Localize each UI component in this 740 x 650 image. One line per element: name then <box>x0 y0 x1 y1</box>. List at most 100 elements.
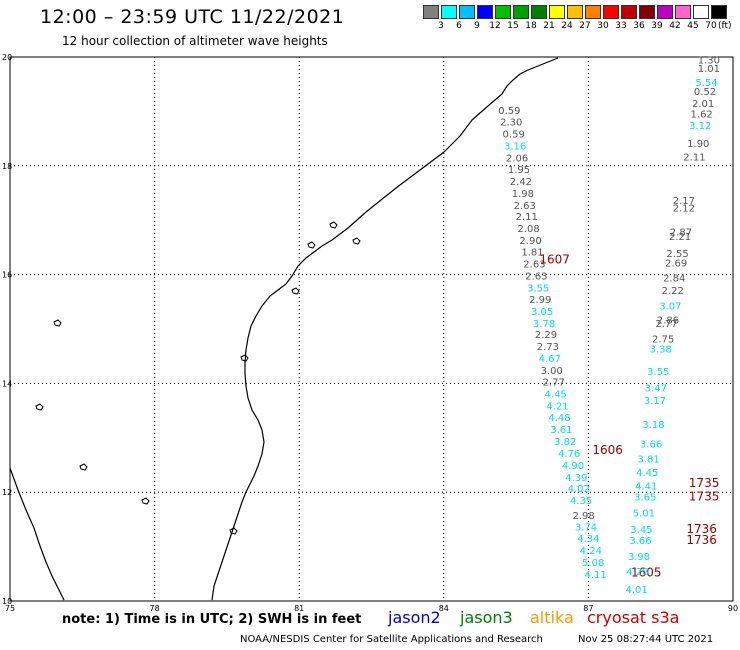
wave-height-value: 5.54 <box>695 78 717 89</box>
wave-height-value: 3.05 <box>531 307 553 318</box>
wave-height-value: 0.59 <box>503 130 525 141</box>
wave-height-value: 2.11 <box>683 152 705 163</box>
wave-height-value: 3.47 <box>645 384 667 395</box>
wave-height-value: 2.17 <box>673 196 695 207</box>
wave-height-value: 3.82 <box>554 437 576 448</box>
wave-height-value: 3.66 <box>629 536 651 547</box>
legend-swatch <box>513 5 529 19</box>
legend-label: 45 <box>687 21 699 31</box>
wave-height-value: 5.08 <box>582 558 604 569</box>
wave-height-value: 1.81 <box>521 248 543 259</box>
island <box>35 403 44 411</box>
coastline-india <box>211 57 559 601</box>
legend-label: 18 <box>525 21 537 31</box>
pass-time-label: 1736 <box>686 522 717 536</box>
wave-height-value: 2.11 <box>516 212 538 223</box>
island <box>352 237 361 245</box>
wave-height-value: 2.12 <box>673 203 695 214</box>
wave-height-value: 2.75 <box>652 335 674 346</box>
island <box>79 463 88 471</box>
wave-height-value: 2.77 <box>543 378 565 389</box>
map-subtitle: 12 hour collection of altimeter wave hei… <box>62 34 328 48</box>
wave-height-value: 3.55 <box>647 367 669 378</box>
wave-height-value: 3.45 <box>630 525 652 536</box>
wave-height-value: 4.45 <box>636 468 658 479</box>
wave-height-value: 0.59 <box>498 106 520 117</box>
lat-tick-label: 12 <box>2 488 12 497</box>
legend-swatch <box>531 5 547 19</box>
legend-unit: (ft) <box>718 21 732 31</box>
wave-height-value: 2.29 <box>535 330 557 341</box>
legend-label: 15 <box>507 21 519 31</box>
island <box>329 221 338 229</box>
legend-label: 21 <box>543 21 555 31</box>
legend-label: 3 <box>438 21 444 31</box>
wave-height-value: 2.87 <box>670 227 692 238</box>
legend-label: 70 <box>705 21 717 31</box>
coastline-west <box>9 467 65 601</box>
wave-height-value: 2.69 <box>665 258 687 269</box>
legend-altika: altika <box>530 608 574 627</box>
credit: NOAA/NESDIS Center for Satellite Applica… <box>240 634 543 645</box>
wave-height-value: 3.07 <box>659 301 681 312</box>
wave-height-value: 1.90 <box>687 139 709 150</box>
wave-height-value: 2.63 <box>523 260 545 271</box>
island <box>291 287 300 295</box>
wave-height-value: 1.62 <box>691 109 713 120</box>
wave-height-value: 2.21 <box>669 232 691 243</box>
wave-height-value: 4.01 <box>625 585 647 596</box>
wave-height-value: 3.17 <box>644 396 666 407</box>
legend-label: 27 <box>579 21 591 31</box>
wave-height-value: 2.63 <box>525 271 547 282</box>
legend-jason3: jason3 <box>460 608 513 627</box>
wave-height-value: 3.55 <box>527 283 549 294</box>
wave-height-value: 5.01 <box>633 509 655 520</box>
legend-label: 9 <box>474 21 480 31</box>
legend-labels: 3 6 9 12 15 18 21 24 27 30 33 36 39 42 45 70 <box>423 21 720 31</box>
wave-height-value: 4.11 <box>584 570 606 581</box>
legend-swatch <box>423 5 439 19</box>
wave-height-value: 3.61 <box>550 425 572 436</box>
island <box>229 527 238 535</box>
wave-height-value: 3.16 <box>504 141 526 152</box>
legend-label: 30 <box>597 21 609 31</box>
wave-height-value: 3.74 <box>575 522 597 533</box>
island <box>240 354 249 362</box>
wave-height-value: 2.01 <box>692 99 714 110</box>
wave-height-value: 3.98 <box>628 552 650 563</box>
legend-swatch <box>657 5 673 19</box>
wave-height-value: 3.18 <box>642 420 664 431</box>
wave-height-value: 2.22 <box>662 286 684 297</box>
wave-height-value: 2.63 <box>514 201 536 212</box>
lat-tick-label: 20 <box>2 53 12 62</box>
wave-height-value: 2.55 <box>666 249 688 260</box>
wave-height-value: 3.81 <box>638 454 660 465</box>
wave-height-value: 2.06 <box>506 153 528 164</box>
legend-swatch <box>603 5 619 19</box>
legend-swatch <box>549 5 565 19</box>
lat-tick-label: 14 <box>2 379 12 388</box>
lat-tick-label: 18 <box>2 162 12 171</box>
legend-label: 12 <box>489 21 501 31</box>
island <box>141 497 150 505</box>
wave-height-value: 1.95 <box>508 165 530 176</box>
legend-label: 33 <box>615 21 627 31</box>
pass-time-label: 1607 <box>539 253 570 267</box>
timestamp: Nov 25 08:27:44 UTC 2021 <box>578 634 714 645</box>
lon-tick-label: 81 <box>294 604 304 613</box>
legend-swatch <box>639 5 655 19</box>
wave-height-value: 2.77 <box>655 319 677 330</box>
wave-height-value: 4.67 <box>539 354 561 365</box>
island <box>53 319 62 327</box>
wave-height-value: 4.90 <box>562 461 584 472</box>
legend-swatch <box>459 5 475 19</box>
wave-height-value: 1.30 <box>698 56 720 67</box>
wave-height-value: 4.41 <box>635 481 657 492</box>
legend-swatch <box>675 5 691 19</box>
lon-tick-label: 75 <box>5 604 15 613</box>
legend-label: 36 <box>633 21 645 31</box>
wave-height-value: 3.78 <box>533 319 555 330</box>
legend-cryosat: cryosat s3a <box>587 608 680 627</box>
lat-tick-label: 16 <box>2 271 12 280</box>
